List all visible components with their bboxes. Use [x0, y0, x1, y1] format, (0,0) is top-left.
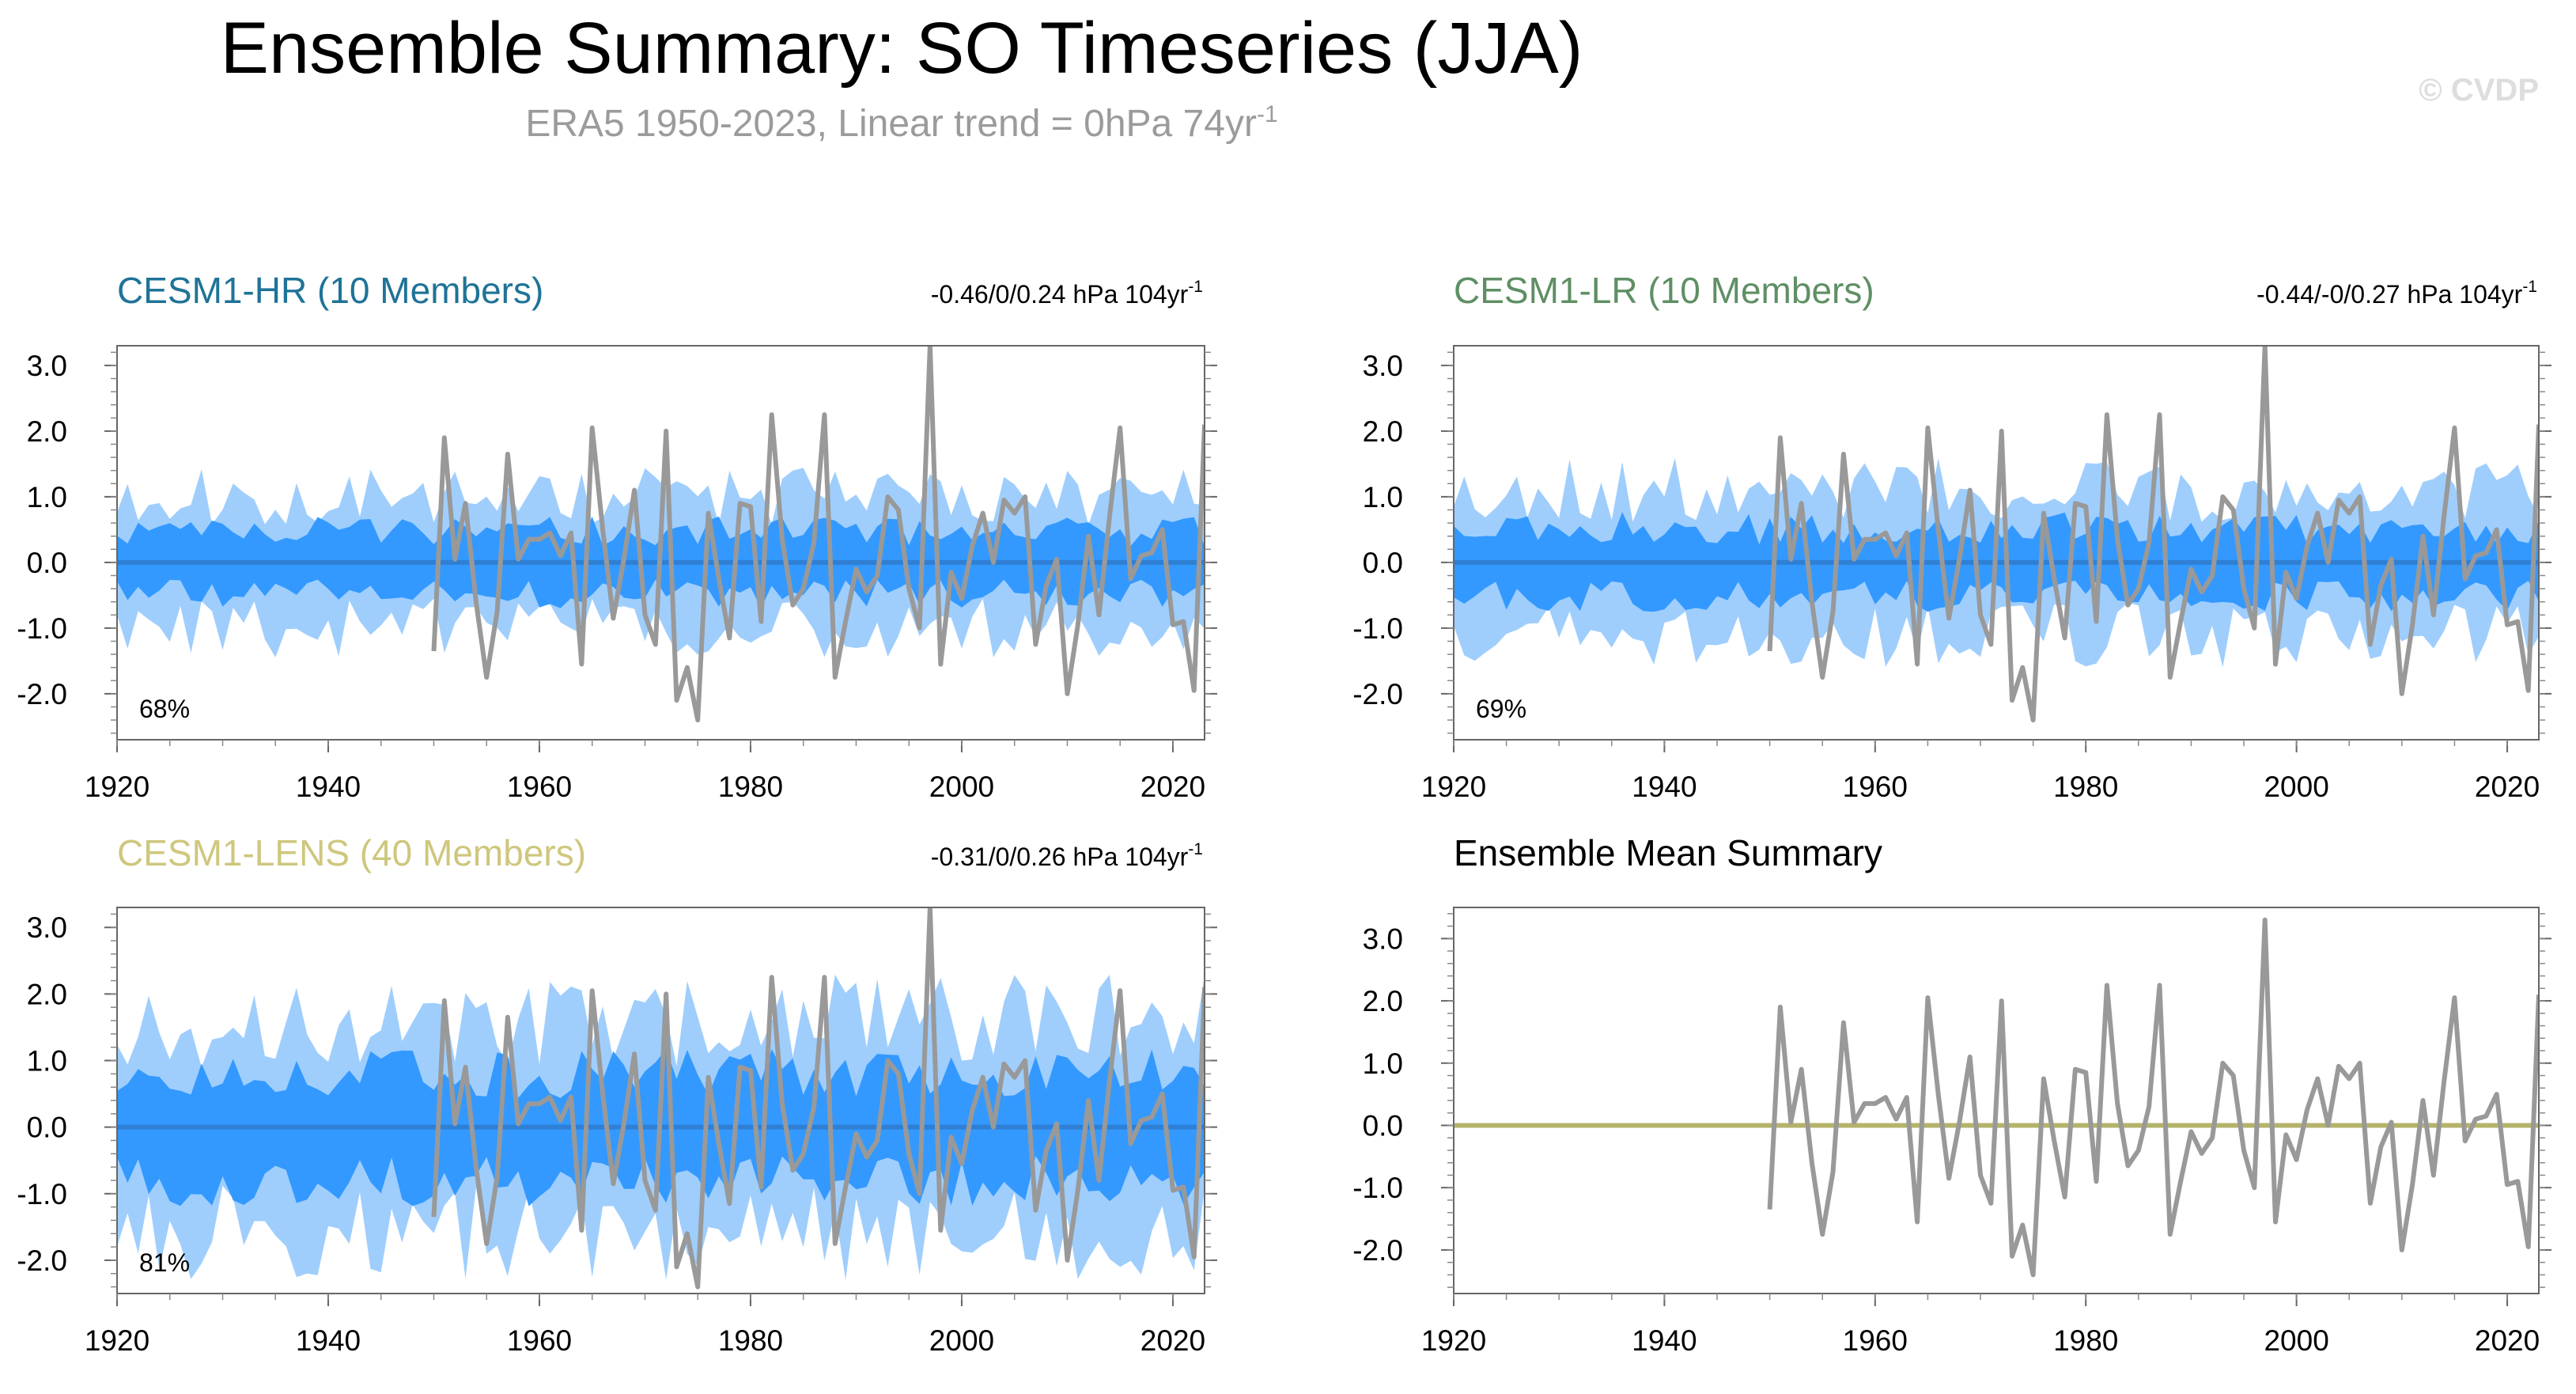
trend-label-text: -0.46/0/0.24 hPa 104yr — [931, 280, 1189, 309]
panels: CESM1-HR (10 Members) -0.46/0/0.24 hPa 10… — [17, 270, 2551, 1357]
trend-label-hr: -0.46/0/0.24 hPa 104yr-1 — [931, 278, 1203, 309]
y-tick-label-hr: 1.0 — [27, 481, 67, 513]
y-tick-label-summary: -2.0 — [1352, 1234, 1403, 1267]
trend-label-sup: -1 — [1188, 840, 1203, 858]
panel-title-hr: CESM1-HR (10 Members) — [117, 270, 543, 311]
observation-line-lens — [431, 907, 1205, 1290]
y-tick-label-lr: -1.0 — [1352, 612, 1403, 645]
panel-lens: CESM1-LENS (40 Members) -0.31/0/0.26 hPa … — [17, 832, 1217, 1357]
y-tick-label-summary: 2.0 — [1363, 985, 1403, 1017]
y-tick-label-lr: -2.0 — [1352, 678, 1403, 710]
x-tick-label-lens: 1920 — [85, 1324, 149, 1357]
x-tick-label-lens: 1960 — [507, 1324, 572, 1357]
x-tick-label-lr: 1920 — [1421, 771, 1486, 803]
percent-label-lr: 69% — [1476, 695, 1526, 723]
y-tick-label-hr: 2.0 — [27, 415, 67, 448]
x-tick-label-hr: 1920 — [85, 771, 149, 803]
y-tick-label-hr: -1.0 — [17, 612, 67, 645]
y-tick-label-lr: 2.0 — [1363, 415, 1403, 448]
x-tick-label-lr: 2020 — [2475, 771, 2540, 803]
plot-area-lens — [117, 907, 1205, 1290]
plot-area-summary — [1454, 917, 2539, 1278]
x-tick-label-hr: 1940 — [296, 771, 361, 803]
x-tick-label-summary: 1960 — [1843, 1324, 1908, 1357]
x-tick-label-lens: 1940 — [296, 1324, 361, 1357]
x-tick-label-lr: 1960 — [1843, 771, 1908, 803]
y-tick-label-lens: 3.0 — [27, 911, 67, 944]
x-tick-label-hr: 1980 — [718, 771, 783, 803]
figure-subtitle: ERA5 1950-2023, Linear trend = 0hPa 74yr… — [525, 101, 1277, 145]
trend-label-sup: -1 — [2522, 278, 2537, 296]
x-tick-label-lr: 1980 — [2053, 771, 2118, 803]
x-tick-label-lr: 2000 — [2264, 771, 2328, 803]
y-tick-label-lr: 3.0 — [1363, 350, 1403, 382]
figure-subtitle-sup: -1 — [1257, 101, 1278, 127]
panel-summary: Ensemble Mean Summary 3.0 2.0 1.0 0.0 -1.0 -2.… — [1352, 832, 2551, 1357]
plot-frame-hr — [116, 345, 1205, 741]
plot-area-hr — [117, 346, 1205, 723]
trend-label-sup: -1 — [1188, 278, 1203, 296]
y-tick-label-lens: 2.0 — [27, 978, 67, 1010]
x-tick-label-summary: 2020 — [2475, 1324, 2540, 1357]
trend-label-text: -0.44/-0/0.27 hPa 104yr — [2256, 280, 2523, 309]
x-tick-label-hr: 2020 — [1140, 771, 1205, 803]
y-tick-label-lr: 0.0 — [1363, 547, 1403, 579]
percent-label-hr: 68% — [139, 695, 190, 723]
plot-frame-lr — [1453, 345, 2540, 741]
panel-title-lens: CESM1-LENS (40 Members) — [117, 832, 586, 873]
trend-label-lr: -0.44/-0/0.27 hPa 104yr-1 — [2256, 278, 2537, 309]
x-tick-label-summary: 1940 — [1632, 1324, 1697, 1357]
x-tick-label-hr: 1960 — [507, 771, 572, 803]
y-tick-label-lens: -1.0 — [17, 1178, 67, 1210]
trend-label-text: -0.31/0/0.26 hPa 104yr — [931, 843, 1189, 871]
y-tick-label-summary: 0.0 — [1363, 1109, 1403, 1142]
x-tick-label-lens: 1980 — [718, 1324, 783, 1357]
y-tick-label-lens: 1.0 — [27, 1045, 67, 1078]
figure-subtitle-main: ERA5 1950-2023, Linear trend = 0hPa 74yr — [525, 103, 1257, 145]
panel-title-summary: Ensemble Mean Summary — [1454, 832, 1882, 873]
x-tick-label-lens: 2020 — [1140, 1324, 1205, 1357]
x-tick-label-summary: 1920 — [1421, 1324, 1486, 1357]
panel-hr: CESM1-HR (10 Members) -0.46/0/0.24 hPa 10… — [17, 270, 1217, 803]
plot-area-lr — [1454, 346, 2539, 723]
observation-line-hr — [431, 346, 1205, 723]
figure-title: Ensemble Summary: SO Timeseries (JJA) — [221, 8, 1583, 89]
panel-title-lr: CESM1-LR (10 Members) — [1454, 270, 1874, 311]
y-tick-label-summary: -1.0 — [1352, 1172, 1403, 1204]
y-tick-label-lens: 0.0 — [27, 1112, 67, 1144]
y-tick-label-hr: 3.0 — [27, 350, 67, 382]
y-tick-label-lens: -2.0 — [17, 1244, 67, 1277]
observation-line-lr — [1767, 346, 2539, 723]
y-tick-label-hr: -2.0 — [17, 678, 67, 710]
y-tick-label-hr: 0.0 — [27, 547, 67, 579]
x-tick-label-summary: 2000 — [2264, 1324, 2328, 1357]
y-tick-label-summary: 1.0 — [1363, 1047, 1403, 1080]
x-tick-label-summary: 1980 — [2053, 1324, 2118, 1357]
x-tick-label-hr: 2000 — [929, 771, 994, 803]
y-tick-label-summary: 3.0 — [1363, 922, 1403, 955]
observation-line-summary — [1767, 917, 2539, 1278]
watermark: © CVDP — [2419, 73, 2539, 108]
trend-label-lens: -0.31/0/0.26 hPa 104yr-1 — [931, 840, 1203, 871]
percent-label-lens: 81% — [139, 1248, 190, 1277]
panel-lr: CESM1-LR (10 Members) -0.44/-0/0.27 hPa 1… — [1352, 270, 2551, 803]
y-tick-label-lr: 1.0 — [1363, 481, 1403, 513]
x-tick-label-lr: 1940 — [1632, 771, 1697, 803]
x-tick-label-lens: 2000 — [929, 1324, 994, 1357]
